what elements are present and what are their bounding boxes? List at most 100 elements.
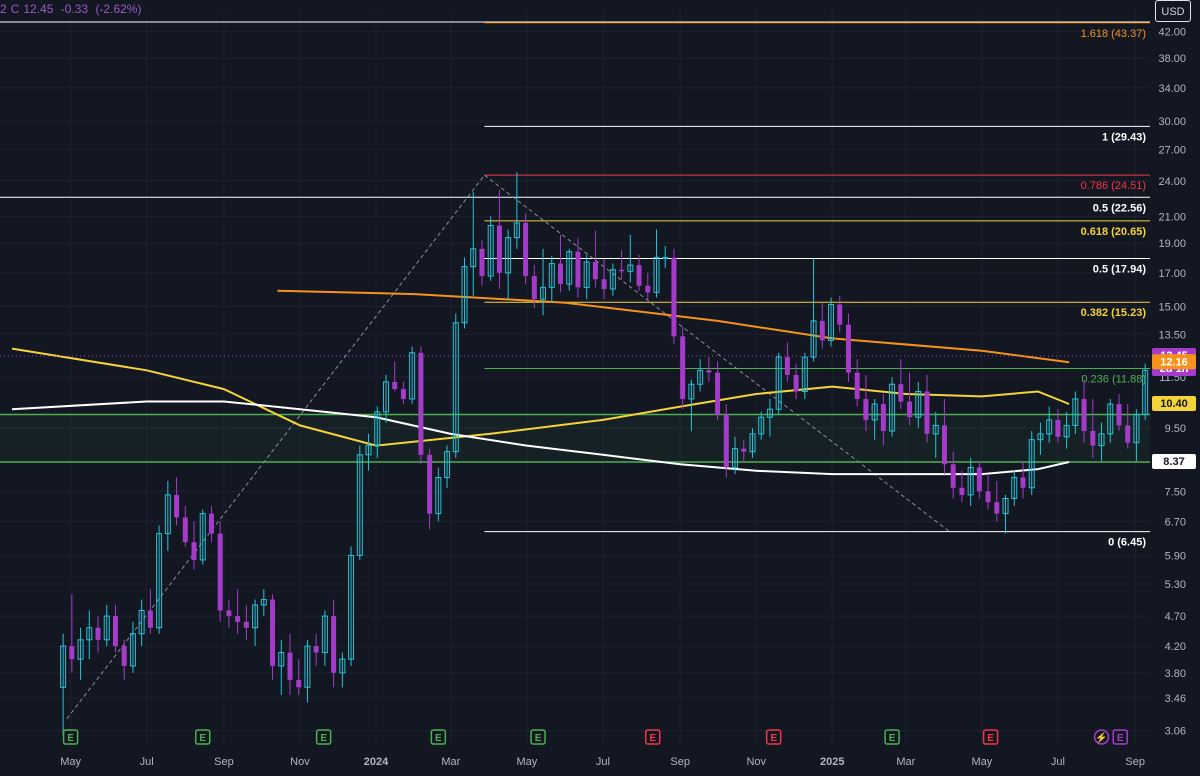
candle	[924, 374, 930, 443]
candle-body	[356, 454, 363, 556]
candle-body	[837, 304, 843, 325]
earnings-box	[430, 729, 447, 745]
candle-body	[129, 633, 136, 667]
candle	[505, 229, 512, 300]
event-label: E	[889, 733, 896, 744]
candle	[671, 248, 677, 345]
candle-body	[671, 257, 677, 337]
horizontal-levels: 0.5 (22.56) 0.5 (17.94)	[0, 21, 1150, 275]
candle	[1020, 461, 1026, 499]
moving-average-line	[277, 289, 1070, 364]
candle-body	[487, 224, 494, 277]
candle-body	[706, 370, 712, 373]
candle-body	[164, 494, 171, 535]
candle-body	[723, 414, 729, 468]
candle	[1063, 411, 1070, 449]
candle	[697, 359, 704, 392]
candle	[680, 326, 686, 410]
earnings-event-icon[interactable]: E	[62, 729, 79, 745]
time-tick-label: Jul	[1051, 756, 1065, 768]
candle-body	[77, 639, 84, 660]
candle-body	[558, 263, 564, 285]
candle-body	[775, 356, 782, 410]
candle-body	[95, 627, 101, 640]
earnings-event-icon[interactable]: E	[194, 729, 211, 745]
candle-body	[86, 627, 93, 641]
candle-body	[252, 604, 259, 629]
price-tick-label: 42.00	[1158, 26, 1186, 38]
earnings-event-icon[interactable]: E	[530, 729, 546, 745]
candle-body	[1028, 439, 1035, 489]
candle	[1011, 470, 1018, 506]
candle	[976, 461, 982, 499]
price-label-text: 10.40	[1160, 398, 1188, 410]
earnings-event-icon[interactable]: E	[430, 729, 447, 745]
legend-change-pct: (-2.62%)	[95, 2, 142, 16]
candle	[270, 594, 276, 680]
candle	[348, 546, 355, 666]
candle-body	[548, 263, 555, 288]
candle	[932, 411, 939, 458]
price-tick-label: 4.70	[1165, 611, 1186, 623]
candle	[732, 436, 739, 475]
earnings-event-icon[interactable]: E	[315, 729, 332, 745]
candle	[871, 398, 878, 440]
candle-body	[374, 411, 381, 447]
price-tick-label: 27.00	[1158, 144, 1186, 156]
candle-body	[766, 408, 773, 418]
candle	[374, 406, 381, 458]
candle	[95, 616, 101, 653]
price-tick-label: 5.30	[1165, 579, 1186, 591]
earnings-event-icon[interactable]: E	[1112, 729, 1128, 745]
time-tick-label: Jul	[140, 756, 154, 768]
flash-event-icon[interactable]: ⚡	[1093, 729, 1110, 745]
candle-body	[296, 679, 302, 688]
time-tick-label: May	[60, 756, 81, 768]
candle	[226, 599, 232, 628]
candle	[112, 604, 118, 653]
event-markers: E E E E E E E E E ⚡ E	[62, 729, 1128, 745]
fib-level-label: 1.618 (43.37)	[1081, 28, 1146, 40]
candle-body	[235, 616, 241, 622]
candle	[985, 474, 991, 510]
moving-averages	[11, 289, 1070, 476]
earnings-event-icon[interactable]: E	[982, 729, 999, 745]
legend-close-label: C	[10, 2, 20, 16]
candle	[915, 381, 922, 429]
candle	[217, 521, 223, 622]
candle-body	[959, 487, 965, 495]
candle-body	[1002, 498, 1009, 515]
currency-button[interactable]: USD	[1155, 0, 1191, 22]
candle	[1125, 404, 1131, 449]
fib-level-label: 0.786 (24.51)	[1081, 180, 1146, 192]
event-label: E	[987, 733, 994, 744]
earnings-event-icon[interactable]: E	[765, 729, 782, 745]
candle-body	[784, 357, 790, 375]
price-tick-label: 19.00	[1158, 238, 1186, 250]
earnings-event-icon[interactable]: E	[645, 729, 661, 745]
candle-body	[182, 517, 188, 543]
grid	[0, 10, 1150, 745]
candle-body	[505, 237, 512, 274]
candle-body	[662, 257, 669, 260]
earnings-event-icon[interactable]: E	[884, 729, 900, 745]
candle	[103, 604, 110, 647]
candle-body	[496, 225, 502, 273]
candle-body	[427, 454, 433, 514]
price-tick-label: 7.50	[1165, 486, 1186, 498]
candle-body	[1107, 403, 1114, 435]
candle-body	[147, 610, 153, 628]
fib-level-label: 1 (29.43)	[1102, 131, 1146, 143]
candle	[339, 652, 346, 688]
candle-body	[243, 621, 249, 628]
candle	[1055, 409, 1061, 443]
candle-body	[819, 320, 825, 341]
candle	[1133, 409, 1140, 462]
candle-body	[880, 404, 886, 432]
candle-body	[348, 554, 355, 660]
candle-body	[1037, 433, 1044, 441]
candle	[715, 361, 721, 420]
